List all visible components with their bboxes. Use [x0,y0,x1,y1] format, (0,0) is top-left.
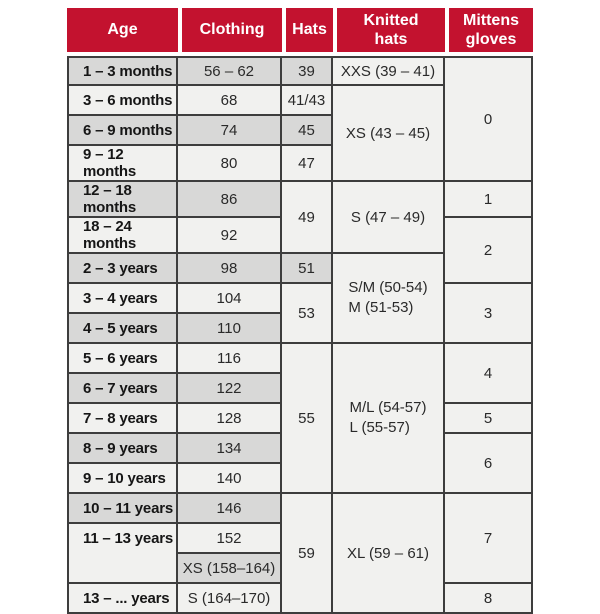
table-row: 8 – 9 years 134 6 [67,434,533,494]
clothing-cell: 80 [178,146,282,182]
table-row: 4 – 5 years 110 [67,314,533,344]
hats-cell: 45 [282,116,333,146]
mittens-gloves-cell: 8 [445,584,533,614]
size-chart-page: Age Clothing Hats Knitted hats Mittens g… [67,8,533,614]
knitted-hats-cell: M/L (54-57) L (55-57) [333,344,445,494]
table-row: 10 – 11 years 146 59 XL (59 – 61) 7 [67,494,533,614]
table-row: XS (158–164) [67,554,533,584]
hats-cell: 55 [282,344,333,494]
age-cell: 8 – 9 years [67,434,178,464]
table-row: 7 – 8 years 128 5 [67,404,533,434]
age-cell: 9 – 10 years [67,464,178,494]
clothing-cell: 68 [178,86,282,116]
hats-cell: 51 [282,254,333,284]
age-cell: 3 – 4 years [67,284,178,314]
clothing-cell: 116 [178,344,282,374]
clothing-cell: 140 [178,464,282,494]
table-row: 11 – 13 years 152 [67,524,533,584]
header-hats: Hats [282,8,333,56]
knitted-hats-label: S/M (50-54) M (51-53) [348,278,428,316]
clothing-cell: XS (158–164) [178,554,282,584]
clothing-cell: S (164–170) [178,584,282,614]
age-cell: 1 – 3 months [67,56,178,86]
table-row: 6 – 7 years 122 [67,374,533,404]
clothing-cell: 56 – 62 [178,56,282,86]
age-cell: 7 – 8 years [67,404,178,434]
mittens-gloves-cell: 3 [445,284,533,344]
age-cell: 6 – 7 years [67,374,178,404]
clothing-cell: 134 [178,434,282,464]
table-row: 3 – 6 months 68 41/43 XS (43 – 45) [67,86,533,182]
knitted-hats-cell: S (47 – 49) [333,182,445,254]
knitted-hats-cell: XS (43 – 45) [333,86,445,182]
mittens-gloves-cell: 2 [445,218,533,284]
header-mittens-gloves: Mittens gloves [445,8,533,56]
hats-cell: 53 [282,284,333,344]
age-cell: 18 – 24 months [67,218,178,254]
mittens-gloves-cell: 7 [445,494,533,584]
table-row: 18 – 24 months 92 2 [67,218,533,284]
knitted-hats-cell: XL (59 – 61) [333,494,445,614]
header-age: Age [67,8,178,56]
age-cell: 2 – 3 years [67,254,178,284]
clothing-cell: 74 [178,116,282,146]
hats-cell: 59 [282,494,333,614]
clothing-cell: 122 [178,374,282,404]
table-row: 9 – 12 months 80 47 [67,146,533,182]
age-cell: 11 – 13 years [67,524,178,584]
table-row: 3 – 4 years 104 53 3 [67,284,533,344]
knitted-hats-cell: XXS (39 – 41) [333,56,445,86]
clothing-cell: 104 [178,284,282,314]
age-cell: 12 – 18 months [67,182,178,218]
mittens-gloves-cell: 6 [445,434,533,494]
header-row: Age Clothing Hats Knitted hats Mittens g… [67,8,533,56]
clothing-cell: 110 [178,314,282,344]
table-row: 5 – 6 years 116 55 M/L (54-57) L (55-57)… [67,344,533,494]
clothing-cell: 86 [178,182,282,218]
hats-cell: 41/43 [282,86,333,116]
table-row: 2 – 3 years 98 51 S/M (50-54) M (51-53) [67,254,533,344]
table-row: 12 – 18 months 86 49 S (47 – 49) 1 [67,182,533,254]
age-cell: 10 – 11 years [67,494,178,524]
size-chart-table: Age Clothing Hats Knitted hats Mittens g… [67,8,533,614]
age-cell: 4 – 5 years [67,314,178,344]
clothing-cell: 146 [178,494,282,524]
header-knitted-hats: Knitted hats [333,8,445,56]
age-cell: 5 – 6 years [67,344,178,374]
mittens-gloves-cell: 0 [445,56,533,182]
table-row: 9 – 10 years 140 [67,464,533,494]
table-row: 1 – 3 months 56 – 62 39 XXS (39 – 41) 0 [67,56,533,182]
hats-cell: 39 [282,56,333,86]
knitted-hats-cell: S/M (50-54) M (51-53) [333,254,445,344]
hats-cell: 49 [282,182,333,254]
clothing-cell: 128 [178,404,282,434]
knitted-hats-label: M/L (54-57) L (55-57) [349,398,427,436]
hats-cell: 47 [282,146,333,182]
mittens-gloves-cell: 5 [445,404,533,434]
clothing-cell: 152 [178,524,282,554]
age-cell: 6 – 9 months [67,116,178,146]
age-cell: 13 – ... years [67,584,178,614]
table-row: 6 – 9 months 74 45 [67,116,533,146]
clothing-cell: 98 [178,254,282,284]
clothing-cell: 92 [178,218,282,254]
mittens-gloves-cell: 1 [445,182,533,218]
age-cell: 3 – 6 months [67,86,178,116]
mittens-gloves-cell: 4 [445,344,533,404]
age-cell: 9 – 12 months [67,146,178,182]
header-clothing: Clothing [178,8,282,56]
